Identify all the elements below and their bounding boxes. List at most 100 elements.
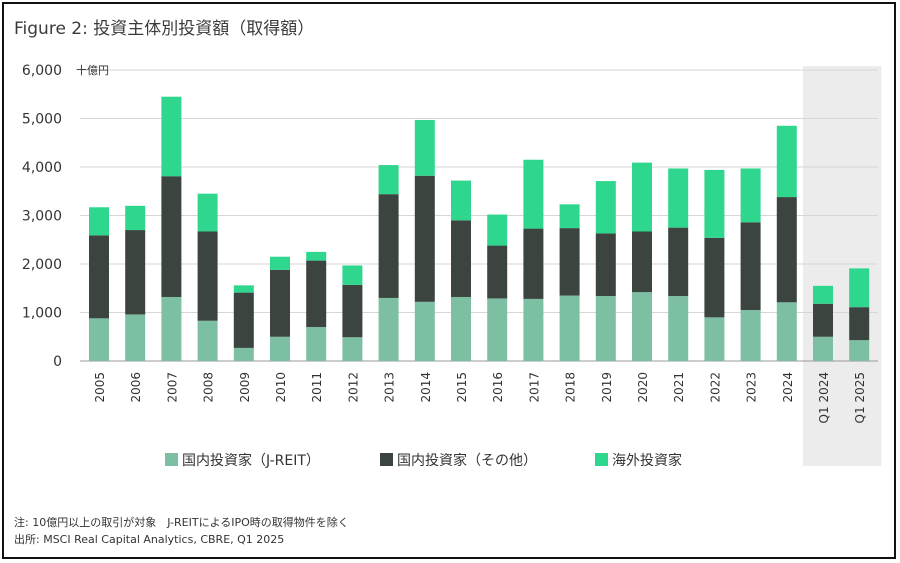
bar-segment-foreign: [776, 125, 797, 198]
bar-segment-jreit: [813, 336, 833, 361]
bar-segment-foreign: [378, 165, 399, 195]
bar-segment-jreit: [197, 320, 218, 361]
bar-segment-jreit: [161, 296, 182, 361]
x-category-label: 2019: [600, 372, 614, 403]
bar-segment-foreign: [668, 168, 689, 228]
x-category-label: 2016: [491, 372, 505, 403]
bar-segment-other-domestic: [595, 233, 616, 297]
y-tick-label: 4,000: [22, 160, 62, 176]
bar-segment-other-domestic: [233, 292, 254, 348]
x-category-label: 2024: [781, 372, 795, 403]
bar-segment-jreit: [342, 337, 363, 361]
legend-swatch: [595, 453, 608, 466]
bar-segment-foreign: [306, 251, 327, 261]
bar-segment-jreit: [306, 327, 327, 361]
bar-segment-other-domestic: [559, 228, 580, 296]
quarter-highlight-band: [802, 66, 882, 466]
x-category-label: 2012: [346, 372, 360, 403]
footnote-note: 注: 10億円以上の取引が対象 J-REITによるIPO時の取得物件を除く: [14, 516, 349, 529]
bar-segment-jreit: [451, 296, 471, 361]
bar-segment-foreign: [704, 169, 725, 238]
bar-segment-jreit: [89, 318, 109, 361]
legend-label: 国内投資家（J-REIT）: [182, 452, 320, 469]
bar-segment-foreign: [89, 207, 109, 236]
bar-segment-other-domestic: [342, 284, 363, 338]
x-category-label: 2021: [672, 372, 686, 403]
bar-segment-jreit: [668, 296, 689, 361]
x-category-label: 2017: [527, 372, 541, 403]
x-category-label: 2008: [202, 372, 216, 403]
x-category-label: 2013: [383, 372, 397, 403]
bar-segment-jreit: [233, 347, 254, 361]
bar-segment-other-domestic: [89, 235, 109, 319]
chart-footnote: 注: 10億円以上の取引が対象 J-REITによるIPO時の取得物件を除く 出所…: [14, 514, 349, 548]
x-category-label: 2023: [745, 372, 759, 403]
x-category-label: 2015: [455, 372, 469, 403]
bar-segment-other-domestic: [378, 194, 399, 298]
bar-segment-foreign: [523, 159, 544, 229]
bar-segment-other-domestic: [125, 230, 146, 315]
bar-segment-foreign: [849, 268, 870, 308]
bar-segment-other-domestic: [632, 231, 652, 293]
x-category-label: 2010: [274, 372, 288, 403]
bar-segment-foreign: [161, 96, 182, 177]
y-tick-label: 0: [53, 354, 62, 370]
bar-segment-other-domestic: [740, 222, 761, 311]
x-category-label: 2011: [310, 372, 324, 403]
chart-title: Figure 2: 投資主体別投資額（取得額）: [14, 19, 315, 39]
x-category-label: 2022: [708, 372, 722, 403]
axis-layer: 0 1,000 2,000 3,000 4,000 5,000 6,000 十億円 2005 20…: [22, 63, 867, 423]
bar-segment-foreign: [487, 214, 508, 246]
x-category-label: 2020: [636, 372, 650, 403]
bar-segment-jreit: [378, 297, 399, 361]
bar-segment-jreit: [595, 296, 616, 361]
bar-segment-other-domestic: [813, 303, 833, 337]
bar-segment-other-domestic: [161, 176, 182, 297]
bar-segment-jreit: [559, 295, 580, 361]
bar-segment-foreign: [197, 193, 218, 232]
legend-label: 海外投資家: [612, 452, 682, 469]
bar-segment-foreign: [559, 204, 580, 229]
bar-segment-foreign: [632, 162, 652, 232]
bar-segment-foreign: [451, 180, 471, 221]
bar-segment-jreit: [270, 336, 290, 361]
legend-swatch: [165, 453, 178, 466]
bar-segment-foreign: [233, 285, 254, 293]
bar-segment-jreit: [740, 310, 761, 361]
bar-segment-other-domestic: [270, 269, 290, 337]
legend-swatch: [380, 453, 393, 466]
x-category-label: Q1 2025: [853, 372, 867, 423]
x-category-label: 2007: [165, 372, 179, 403]
x-category-label: 2006: [129, 372, 143, 403]
bar-segment-jreit: [776, 302, 797, 361]
bar-segment-other-domestic: [523, 228, 544, 299]
bar-segment-foreign: [270, 256, 290, 270]
bar-segment-other-domestic: [451, 220, 471, 297]
bar-segment-other-domestic: [487, 245, 508, 299]
bar-segment-other-domestic: [306, 260, 327, 328]
bar-segment-foreign: [414, 119, 435, 176]
bar-segment-jreit: [523, 298, 544, 361]
bar-segment-jreit: [487, 298, 508, 361]
bar-segment-other-domestic: [414, 175, 435, 302]
legend: 国内投資家（J-REIT） 国内投資家（その他） 海外投資家: [165, 452, 682, 469]
y-tick-label: 6,000: [22, 63, 62, 79]
x-category-label: 2018: [564, 372, 578, 403]
y-tick-label: 5,000: [22, 112, 62, 128]
bar-segment-jreit: [414, 301, 435, 361]
x-category-label: 2005: [93, 372, 107, 403]
bar-segment-foreign: [740, 168, 761, 223]
bar-segment-foreign: [342, 265, 363, 285]
bar-segment-jreit: [704, 317, 725, 361]
bar-segment-other-domestic: [197, 231, 218, 321]
bar-segment-jreit: [632, 292, 652, 361]
legend-label: 国内投資家（その他）: [397, 452, 537, 469]
bar-segment-foreign: [595, 181, 616, 234]
footnote-source: 出所: MSCI Real Capital Analytics, CBRE, Q…: [14, 533, 285, 546]
bar-segment-other-domestic: [704, 237, 725, 318]
bar-segment-jreit: [125, 314, 146, 361]
bar-segment-other-domestic: [668, 227, 689, 297]
highlight-layer: [802, 66, 882, 466]
y-unit-label: 十億円: [76, 63, 109, 77]
